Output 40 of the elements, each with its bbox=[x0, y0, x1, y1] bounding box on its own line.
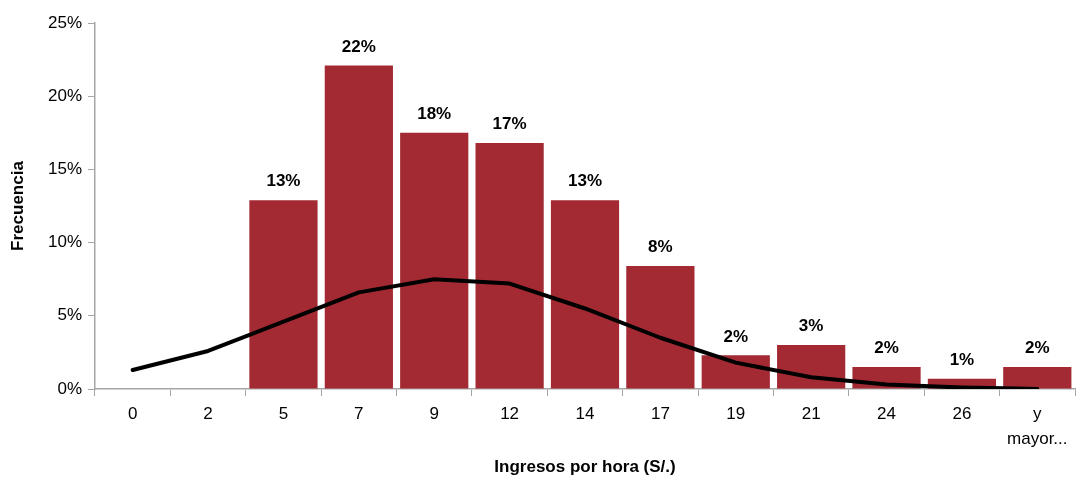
bar bbox=[1003, 367, 1072, 389]
x-tick-label: 26 bbox=[952, 404, 972, 424]
x-tick-label: y mayor... bbox=[1007, 404, 1068, 448]
y-tick-label: 5% bbox=[57, 305, 82, 325]
y-tick-label: 20% bbox=[47, 85, 82, 105]
x-tick-label: 5 bbox=[278, 404, 289, 424]
bar bbox=[550, 200, 620, 389]
bar bbox=[777, 345, 846, 389]
data-label: 1% bbox=[949, 349, 975, 369]
data-label: 22% bbox=[341, 36, 376, 56]
bar bbox=[475, 143, 544, 389]
data-label: 13% bbox=[567, 171, 603, 191]
bar bbox=[400, 132, 469, 389]
x-tick-label: 24 bbox=[877, 404, 896, 424]
x-tick-label: 2 bbox=[203, 404, 213, 424]
y-axis-title: Frecuencia bbox=[7, 160, 27, 251]
data-label: 17% bbox=[492, 114, 527, 134]
data-label: 8% bbox=[648, 237, 673, 257]
y-tick-label: 25% bbox=[47, 12, 82, 32]
data-label: 2% bbox=[874, 338, 899, 358]
x-tick-label: 14 bbox=[575, 404, 595, 424]
x-tick-label: 17 bbox=[650, 404, 670, 424]
x-axis-title: Ingresos por hora (S/.) bbox=[494, 457, 676, 477]
y-tick-label: 10% bbox=[47, 232, 82, 252]
x-tick-label: 7 bbox=[354, 404, 364, 424]
y-tick-label: 0% bbox=[57, 378, 82, 398]
bar bbox=[324, 65, 393, 389]
bar bbox=[249, 200, 318, 389]
y-tick-label: 15% bbox=[47, 159, 82, 179]
x-tick-label: 0 bbox=[127, 404, 138, 424]
data-label: 3% bbox=[798, 316, 824, 336]
data-label: 18% bbox=[417, 103, 452, 123]
x-tick-label: 12 bbox=[500, 404, 520, 424]
x-tick-label: 9 bbox=[429, 404, 439, 424]
bar bbox=[626, 266, 695, 389]
x-tick-label: 21 bbox=[801, 404, 821, 424]
data-label: 2% bbox=[723, 326, 749, 346]
data-label: 2% bbox=[1025, 338, 1050, 358]
x-tick-label: 19 bbox=[726, 404, 746, 424]
data-label: 13% bbox=[266, 171, 301, 191]
